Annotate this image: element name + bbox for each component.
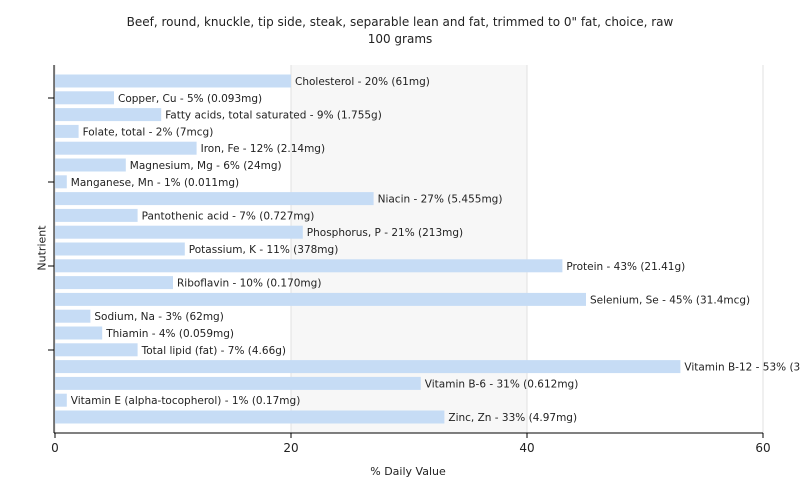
x-tick-label: 40: [519, 441, 534, 455]
chart-title: Beef, round, knuckle, tip side, steak, s…: [126, 15, 674, 29]
x-tick-label: 60: [755, 441, 770, 455]
bar-label: Vitamin E (alpha-tocopherol) - 1% (0.17m…: [71, 395, 300, 407]
bar-label: Vitamin B-12 - 53% (3.17mcg): [684, 362, 800, 374]
bar: [55, 376, 421, 390]
bar: [55, 242, 185, 256]
bar-label: Pantothenic acid - 7% (0.727mg): [142, 210, 315, 222]
bar-label: Copper, Cu - 5% (0.093mg): [118, 93, 262, 105]
bars-group: Cholesterol - 20% (61mg) Copper, Cu - 5% …: [55, 74, 800, 424]
bar: [55, 74, 291, 88]
bar-label: Cholesterol - 20% (61mg): [295, 76, 430, 88]
bar: [55, 326, 103, 340]
bar-label: Sodium, Na - 3% (62mg): [94, 311, 223, 323]
bar: [55, 175, 67, 189]
bar: [55, 309, 91, 323]
bar: [55, 225, 303, 239]
x-axis-title: % Daily Value: [370, 465, 446, 478]
bar: [55, 276, 173, 290]
bar: [55, 158, 126, 172]
bar: [55, 360, 681, 374]
y-axis-title: Nutrient: [35, 225, 49, 271]
bar: [55, 393, 67, 407]
x-tick-label: 0: [51, 441, 59, 455]
bar-label: Selenium, Se - 45% (31.4mcg): [590, 294, 750, 306]
bar: [55, 141, 197, 155]
bar-label: Thiamin - 4% (0.059mg): [105, 328, 234, 340]
bar: [55, 192, 374, 206]
bar-label: Protein - 43% (21.41g): [566, 261, 685, 273]
chart-subtitle: 100 grams: [367, 32, 433, 46]
bar: [55, 259, 563, 273]
bar-label: Iron, Fe - 12% (2.14mg): [201, 143, 325, 155]
bar: [55, 343, 138, 357]
bar-label: Folate, total - 2% (7mcg): [83, 126, 214, 138]
bar: [55, 108, 162, 122]
bar-label: Zinc, Zn - 33% (4.97mg): [448, 412, 577, 424]
bar-label: Phosphorus, P - 21% (213mg): [307, 227, 463, 239]
bar: [55, 292, 586, 306]
bar-label: Total lipid (fat) - 7% (4.66g): [141, 345, 286, 357]
bar-label: Vitamin B-6 - 31% (0.612mg): [425, 378, 579, 390]
bar-label: Magnesium, Mg - 6% (24mg): [130, 160, 282, 172]
bar: [55, 410, 445, 424]
bar-label: Fatty acids, total saturated - 9% (1.755…: [165, 110, 382, 122]
bar: [55, 208, 138, 222]
x-tick-label: 20: [283, 441, 298, 455]
bar-label: Manganese, Mn - 1% (0.011mg): [71, 177, 239, 189]
bar: [55, 91, 114, 105]
bar-label: Niacin - 27% (5.455mg): [378, 194, 503, 206]
bar-label: Riboflavin - 10% (0.170mg): [177, 278, 321, 290]
bar: [55, 124, 79, 138]
bar-label: Potassium, K - 11% (378mg): [189, 244, 339, 256]
axes-group: 0 20 40 60: [48, 65, 771, 455]
